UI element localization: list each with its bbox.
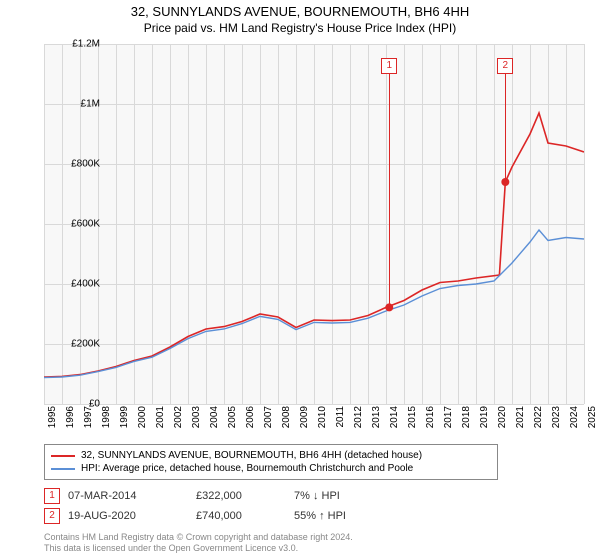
legend: 32, SUNNYLANDS AVENUE, BOURNEMOUTH, BH6 … [44, 444, 498, 480]
x-axis-label: 2011 [335, 406, 346, 436]
x-axis-label: 2007 [263, 406, 274, 436]
x-axis-label: 2003 [191, 406, 202, 436]
marker-stem [389, 74, 390, 307]
sales-row-2: 2 19-AUG-2020 £740,000 55% ↑ HPI [44, 506, 404, 526]
x-axis-label: 2000 [137, 406, 148, 436]
x-axis-label: 1996 [65, 406, 76, 436]
y-axis-label: £800K [60, 159, 100, 170]
x-axis-label: 2018 [461, 406, 472, 436]
sale-price-2: £740,000 [196, 510, 286, 522]
gridline-v [584, 44, 585, 404]
chart-area: 12 [44, 44, 584, 404]
gridline-h [44, 404, 584, 405]
legend-item-hpi: HPI: Average price, detached house, Bour… [51, 462, 491, 475]
y-axis-label: £600K [60, 219, 100, 230]
marker-chip-1: 1 [44, 488, 60, 504]
series-hpi [44, 230, 584, 378]
x-axis-label: 2019 [479, 406, 490, 436]
y-axis-label: £400K [60, 279, 100, 290]
legend-swatch-price [51, 455, 75, 457]
x-axis-label: 2010 [317, 406, 328, 436]
x-axis-label: 2021 [515, 406, 526, 436]
x-axis-label: 2006 [245, 406, 256, 436]
legend-label-price: 32, SUNNYLANDS AVENUE, BOURNEMOUTH, BH6 … [81, 450, 422, 461]
x-axis-label: 2024 [569, 406, 580, 436]
attribution-line-2: This data is licensed under the Open Gov… [44, 543, 353, 554]
sale-date-1: 07-MAR-2014 [68, 490, 188, 502]
sale-diff-2: 55% ↑ HPI [294, 510, 404, 522]
y-axis-label: £1.2M [60, 39, 100, 50]
x-axis-label: 2016 [425, 406, 436, 436]
sales-table: 1 07-MAR-2014 £322,000 7% ↓ HPI 2 19-AUG… [44, 486, 404, 526]
x-axis-label: 2020 [497, 406, 508, 436]
chart-lines [44, 44, 584, 404]
marker-stem [505, 74, 506, 182]
x-axis-label: 1998 [101, 406, 112, 436]
arrow-up-icon: ↑ [319, 510, 325, 522]
x-axis-label: 2008 [281, 406, 292, 436]
sale-date-2: 19-AUG-2020 [68, 510, 188, 522]
sale-diff-1: 7% ↓ HPI [294, 490, 404, 502]
arrow-down-icon: ↓ [313, 490, 319, 502]
legend-item-price: 32, SUNNYLANDS AVENUE, BOURNEMOUTH, BH6 … [51, 449, 491, 462]
x-axis-label: 2023 [551, 406, 562, 436]
y-axis-label: £200K [60, 339, 100, 350]
x-axis-label: 2022 [533, 406, 544, 436]
x-axis-label: 2002 [173, 406, 184, 436]
chart-title: 32, SUNNYLANDS AVENUE, BOURNEMOUTH, BH6 … [0, 0, 600, 19]
x-axis-label: 2014 [389, 406, 400, 436]
x-axis-label: 1997 [83, 406, 94, 436]
x-axis-label: 2025 [587, 406, 598, 436]
marker-box: 2 [497, 58, 513, 74]
x-axis-label: 1995 [47, 406, 58, 436]
attribution-line-1: Contains HM Land Registry data © Crown c… [44, 532, 353, 543]
x-axis-label: 1999 [119, 406, 130, 436]
x-axis-label: 2009 [299, 406, 310, 436]
marker-chip-2: 2 [44, 508, 60, 524]
x-axis-label: 2015 [407, 406, 418, 436]
sale-price-1: £322,000 [196, 490, 286, 502]
x-axis-label: 2005 [227, 406, 238, 436]
legend-swatch-hpi [51, 468, 75, 470]
series-price_paid [44, 113, 584, 377]
marker-box: 1 [381, 58, 397, 74]
attribution: Contains HM Land Registry data © Crown c… [44, 532, 353, 554]
chart-subtitle: Price paid vs. HM Land Registry's House … [0, 19, 600, 35]
legend-label-hpi: HPI: Average price, detached house, Bour… [81, 463, 413, 474]
x-axis-label: 2004 [209, 406, 220, 436]
x-axis-label: 2012 [353, 406, 364, 436]
x-axis-label: 2001 [155, 406, 166, 436]
sales-row-1: 1 07-MAR-2014 £322,000 7% ↓ HPI [44, 486, 404, 506]
x-axis-label: 2017 [443, 406, 454, 436]
x-axis-label: 2013 [371, 406, 382, 436]
y-axis-label: £1M [60, 99, 100, 110]
